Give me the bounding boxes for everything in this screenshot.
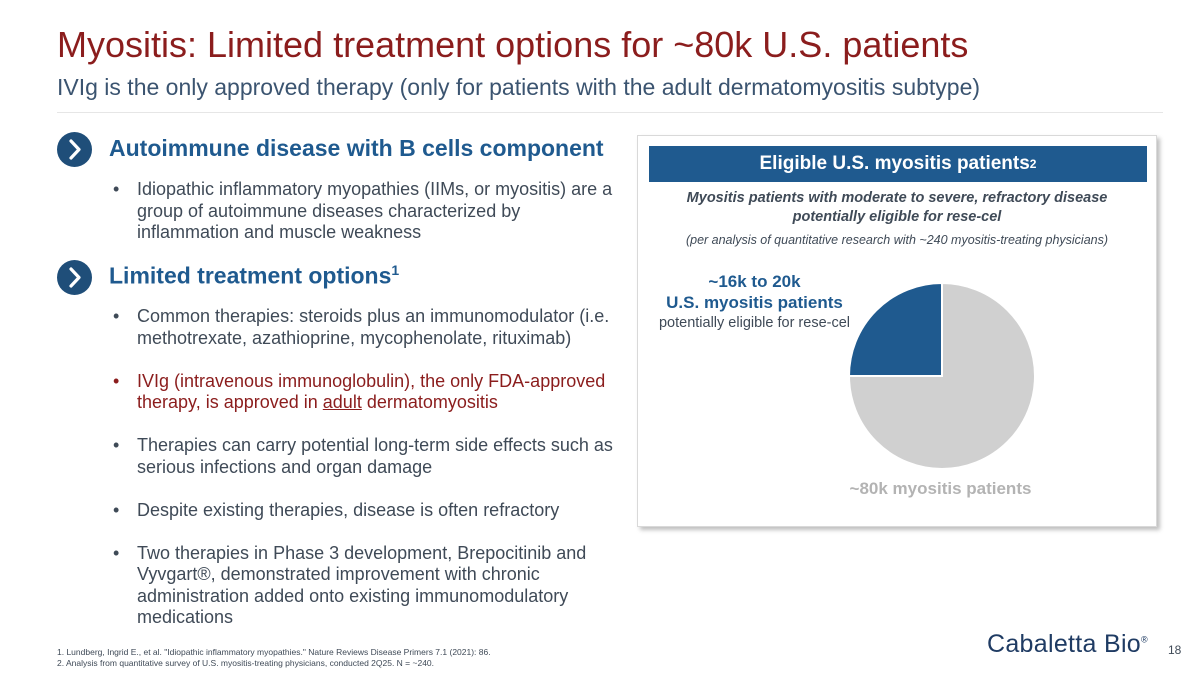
chevron-right-icon: [57, 132, 92, 167]
bullet-text: IVIg (intravenous immunoglobulin), the o…: [137, 370, 606, 413]
company-logo: Cabaletta Bio®: [987, 630, 1148, 659]
logo-text: Cabaletta Bio: [987, 630, 1141, 658]
panel-subheading: Myositis patients with moderate to sever…: [686, 190, 1108, 225]
callout-range: ~16k to 20k: [708, 272, 801, 291]
section1-bullet-list: Idiopathic inflammatory myopathies (IIMs…: [109, 179, 619, 244]
footnote-2: 2. Analysis from quantitative survey of …: [57, 658, 435, 668]
chevron-right-icon: [57, 260, 92, 295]
callout-label: U.S. myositis patients: [666, 293, 843, 312]
footnote-1: 1. Lundberg, Ingrid E., et al. "Idiopath…: [57, 647, 491, 657]
eligible-patients-panel: Eligible U.S. myositis patients 2 Myositi…: [637, 135, 1157, 527]
bullet-item: Therapies can carry potential long-term …: [109, 435, 619, 478]
section-heading-text: Limited treatment options: [109, 262, 392, 289]
panel-header-text: Eligible U.S. myositis patients: [759, 153, 1030, 174]
total-label: ~80k myositis patients: [849, 479, 1032, 498]
pie-slice-eligible: [847, 281, 943, 377]
pie-chart: [847, 281, 1036, 470]
slide-title: Myositis: Limited treatment options for …: [57, 24, 969, 65]
divider: [57, 112, 1163, 113]
slide-subtitle: IVIg is the only approved therapy (only …: [57, 74, 981, 100]
bullet-item: Common therapies: steroids plus an immun…: [109, 306, 619, 349]
footnotes: 1. Lundberg, Ingrid E., et al. "Idiopath…: [57, 647, 491, 669]
page-number: 18: [1168, 643, 1182, 657]
panel-header: Eligible U.S. myositis patients 2: [649, 146, 1147, 182]
section-heading-autoimmune: Autoimmune disease with B cells componen…: [109, 135, 604, 161]
section2-bullet-list: Common therapies: steroids plus an immun…: [109, 306, 619, 629]
bullet-text: dermatomyositis: [361, 392, 498, 412]
bullet-item-ivig: IVIg (intravenous immunoglobulin), the o…: [109, 371, 619, 414]
bullet-item: Two therapies in Phase 3 development, Br…: [109, 543, 619, 629]
registered-mark: ®: [1141, 634, 1148, 645]
footnote-ref: 2: [1029, 157, 1037, 171]
eligible-callout: ~16k to 20k U.S. myositis patients poten…: [638, 271, 871, 333]
footnote-ref: 1: [391, 262, 400, 278]
pie-slice-total: [847, 281, 1036, 470]
panel-note: (per analysis of quantitative research w…: [685, 233, 1109, 247]
bullet-underlined-text: adult: [322, 392, 362, 412]
bullet-item: Despite existing therapies, disease is o…: [109, 500, 619, 522]
section-heading-treatment: Limited treatment options1: [109, 262, 399, 290]
bullet-item: Idiopathic inflammatory myopathies (IIMs…: [109, 179, 619, 244]
callout-note: potentially eligible for rese-cel: [658, 315, 850, 331]
